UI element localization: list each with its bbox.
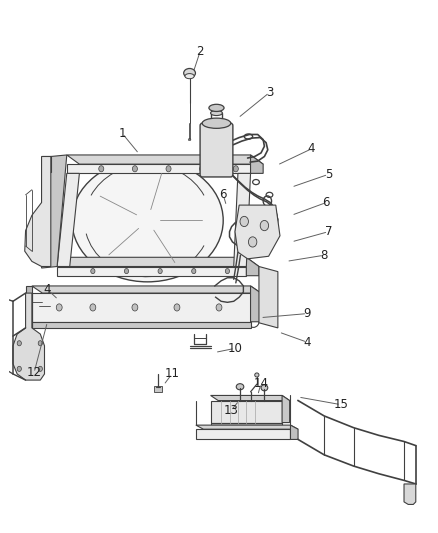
Polygon shape — [290, 425, 298, 439]
Polygon shape — [235, 205, 280, 259]
Ellipse shape — [237, 399, 243, 402]
Circle shape — [225, 269, 230, 273]
Polygon shape — [67, 164, 251, 173]
Polygon shape — [67, 155, 263, 164]
Ellipse shape — [255, 373, 259, 377]
Polygon shape — [57, 173, 79, 266]
Circle shape — [174, 304, 180, 311]
Circle shape — [38, 366, 42, 372]
Circle shape — [90, 304, 96, 311]
Ellipse shape — [151, 303, 161, 312]
Circle shape — [17, 366, 21, 372]
Circle shape — [218, 406, 226, 416]
Text: 6: 6 — [219, 188, 227, 201]
Polygon shape — [196, 429, 290, 439]
Circle shape — [91, 269, 95, 273]
Polygon shape — [282, 395, 290, 423]
Ellipse shape — [184, 68, 195, 78]
Polygon shape — [25, 286, 32, 328]
Circle shape — [233, 166, 238, 172]
Polygon shape — [57, 257, 259, 266]
Text: 2: 2 — [196, 45, 204, 58]
Circle shape — [158, 269, 162, 273]
Circle shape — [124, 269, 129, 273]
Circle shape — [99, 166, 104, 172]
Polygon shape — [211, 401, 282, 423]
Polygon shape — [57, 266, 246, 276]
Text: 10: 10 — [227, 342, 242, 355]
Circle shape — [132, 304, 138, 311]
Text: 13: 13 — [223, 405, 238, 417]
Polygon shape — [251, 286, 261, 322]
Circle shape — [240, 216, 248, 227]
Polygon shape — [25, 157, 51, 266]
Text: 4: 4 — [44, 283, 51, 296]
Polygon shape — [251, 155, 263, 173]
Text: 9: 9 — [304, 307, 311, 320]
Text: 14: 14 — [254, 377, 268, 390]
Polygon shape — [211, 423, 282, 427]
Text: 15: 15 — [333, 398, 348, 411]
Ellipse shape — [202, 118, 231, 128]
Text: 8: 8 — [321, 249, 328, 262]
Polygon shape — [211, 395, 290, 401]
Circle shape — [132, 166, 138, 172]
Polygon shape — [32, 286, 261, 293]
Polygon shape — [259, 266, 278, 328]
Polygon shape — [32, 293, 251, 322]
Ellipse shape — [23, 349, 35, 369]
Text: 4: 4 — [308, 142, 315, 155]
Ellipse shape — [188, 139, 191, 141]
Polygon shape — [32, 322, 251, 328]
Ellipse shape — [185, 74, 194, 79]
Ellipse shape — [261, 385, 268, 391]
Polygon shape — [246, 257, 259, 276]
Circle shape — [38, 341, 42, 346]
Circle shape — [200, 166, 205, 172]
Polygon shape — [13, 293, 45, 380]
Circle shape — [17, 341, 21, 346]
Text: 11: 11 — [164, 367, 180, 381]
Ellipse shape — [236, 384, 244, 390]
Text: 6: 6 — [322, 196, 330, 209]
Circle shape — [248, 237, 257, 247]
Text: 5: 5 — [325, 168, 332, 181]
Circle shape — [216, 304, 222, 311]
Polygon shape — [196, 425, 298, 429]
Ellipse shape — [211, 110, 223, 116]
Circle shape — [166, 166, 171, 172]
Ellipse shape — [209, 104, 224, 111]
Ellipse shape — [72, 159, 223, 282]
Polygon shape — [42, 155, 67, 268]
Text: 12: 12 — [26, 366, 42, 379]
Circle shape — [215, 401, 230, 420]
Text: 1: 1 — [119, 127, 126, 140]
Text: 3: 3 — [266, 86, 273, 99]
Text: 7: 7 — [325, 225, 332, 238]
Polygon shape — [234, 173, 251, 266]
Bar — [154, 386, 162, 392]
Circle shape — [260, 221, 268, 231]
Circle shape — [56, 304, 62, 311]
Text: 4: 4 — [304, 336, 311, 349]
FancyBboxPatch shape — [200, 123, 233, 177]
Polygon shape — [404, 484, 416, 504]
Circle shape — [192, 269, 196, 273]
Polygon shape — [42, 157, 51, 172]
Ellipse shape — [88, 303, 106, 313]
